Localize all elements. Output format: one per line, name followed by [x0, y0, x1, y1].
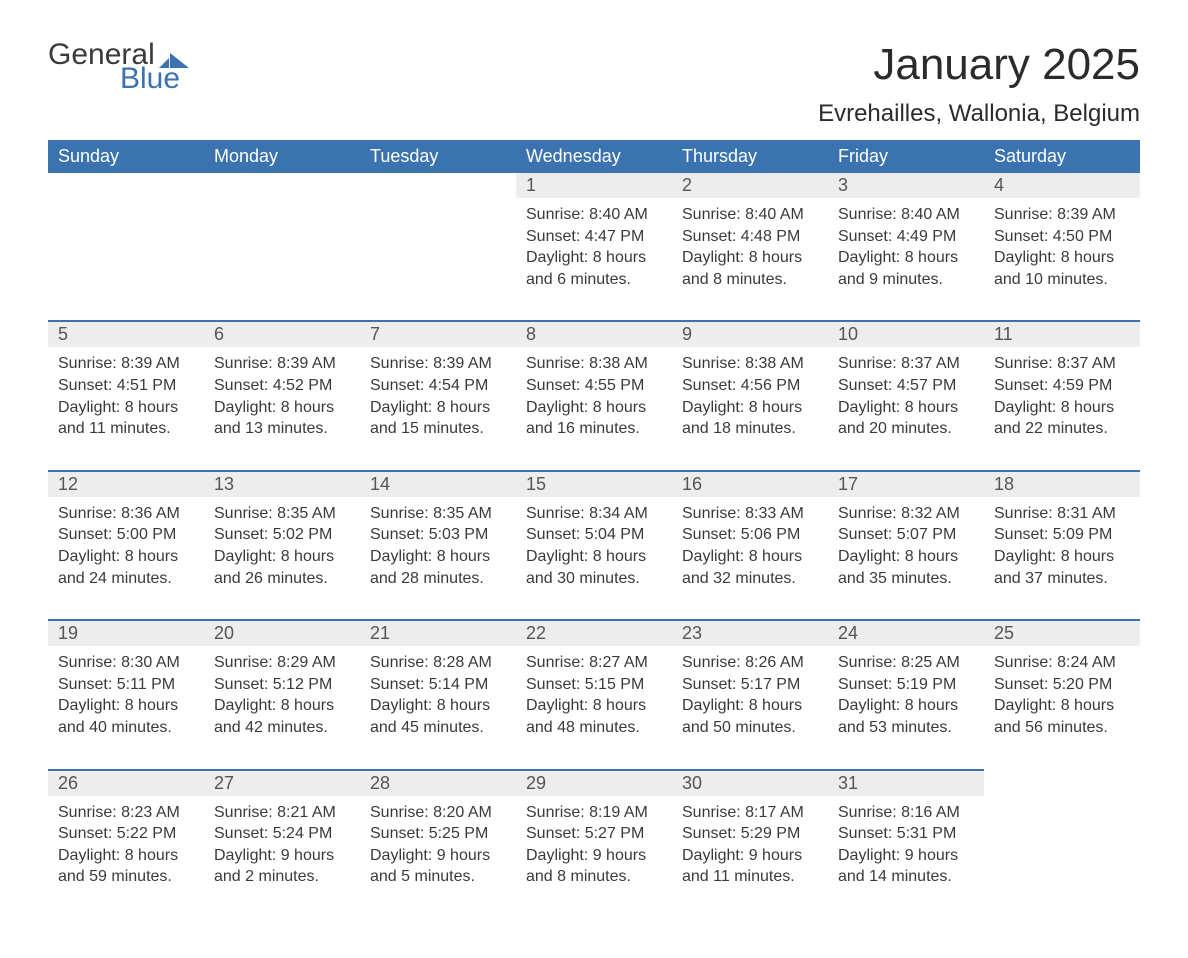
location: Evrehailles, Wallonia, Belgium [818, 100, 1140, 128]
day-content-cell: Sunrise: 8:38 AMSunset: 4:56 PMDaylight:… [672, 347, 828, 470]
weekday-header: Sunday [48, 140, 204, 173]
day-number-cell: 31 [828, 770, 984, 796]
weekday-header: Wednesday [516, 140, 672, 173]
content-row: Sunrise: 8:39 AMSunset: 4:51 PMDaylight:… [48, 347, 1140, 470]
content-row: Sunrise: 8:30 AMSunset: 5:11 PMDaylight:… [48, 646, 1140, 769]
day-content-cell: Sunrise: 8:32 AMSunset: 5:07 PMDaylight:… [828, 497, 984, 620]
day-content-cell: Sunrise: 8:19 AMSunset: 5:27 PMDaylight:… [516, 796, 672, 918]
day-number-cell [48, 173, 204, 198]
weekday-header-row: SundayMondayTuesdayWednesdayThursdayFrid… [48, 140, 1140, 173]
weekday-header: Friday [828, 140, 984, 173]
day-content-cell [360, 198, 516, 321]
day-number-cell: 9 [672, 321, 828, 347]
day-content-cell [204, 198, 360, 321]
logo-text-blue: Blue [120, 64, 193, 94]
day-content-cell: Sunrise: 8:20 AMSunset: 5:25 PMDaylight:… [360, 796, 516, 918]
day-number-cell: 6 [204, 321, 360, 347]
day-content-cell: Sunrise: 8:35 AMSunset: 5:03 PMDaylight:… [360, 497, 516, 620]
day-number-cell: 18 [984, 471, 1140, 497]
day-content-cell: Sunrise: 8:33 AMSunset: 5:06 PMDaylight:… [672, 497, 828, 620]
day-number-cell: 15 [516, 471, 672, 497]
day-number-cell: 25 [984, 620, 1140, 646]
day-number-cell: 14 [360, 471, 516, 497]
header: General Blue January 2025 Evrehailles, W… [48, 40, 1140, 128]
content-row: Sunrise: 8:36 AMSunset: 5:00 PMDaylight:… [48, 497, 1140, 620]
content-row: Sunrise: 8:40 AMSunset: 4:47 PMDaylight:… [48, 198, 1140, 321]
day-number-cell: 1 [516, 173, 672, 198]
day-number-cell: 28 [360, 770, 516, 796]
day-number-cell: 12 [48, 471, 204, 497]
day-number-cell [204, 173, 360, 198]
day-content-cell: Sunrise: 8:39 AMSunset: 4:51 PMDaylight:… [48, 347, 204, 470]
day-number-cell: 27 [204, 770, 360, 796]
day-content-cell: Sunrise: 8:35 AMSunset: 5:02 PMDaylight:… [204, 497, 360, 620]
day-number-cell: 11 [984, 321, 1140, 347]
day-content-cell: Sunrise: 8:17 AMSunset: 5:29 PMDaylight:… [672, 796, 828, 918]
day-number-cell: 5 [48, 321, 204, 347]
day-content-cell: Sunrise: 8:28 AMSunset: 5:14 PMDaylight:… [360, 646, 516, 769]
day-content-cell: Sunrise: 8:40 AMSunset: 4:47 PMDaylight:… [516, 198, 672, 321]
day-number-cell: 3 [828, 173, 984, 198]
daynum-row: 19202122232425 [48, 620, 1140, 646]
day-number-cell: 8 [516, 321, 672, 347]
weekday-header: Thursday [672, 140, 828, 173]
day-content-cell [48, 198, 204, 321]
weekday-header: Saturday [984, 140, 1140, 173]
day-number-cell: 20 [204, 620, 360, 646]
day-content-cell: Sunrise: 8:39 AMSunset: 4:52 PMDaylight:… [204, 347, 360, 470]
content-row: Sunrise: 8:23 AMSunset: 5:22 PMDaylight:… [48, 796, 1140, 918]
daynum-row: 1234 [48, 173, 1140, 198]
day-number-cell: 21 [360, 620, 516, 646]
day-number-cell [984, 770, 1140, 796]
day-content-cell: Sunrise: 8:30 AMSunset: 5:11 PMDaylight:… [48, 646, 204, 769]
day-number-cell: 13 [204, 471, 360, 497]
day-number-cell: 17 [828, 471, 984, 497]
day-content-cell: Sunrise: 8:26 AMSunset: 5:17 PMDaylight:… [672, 646, 828, 769]
day-number-cell: 29 [516, 770, 672, 796]
month-title: January 2025 [818, 40, 1140, 90]
day-content-cell: Sunrise: 8:23 AMSunset: 5:22 PMDaylight:… [48, 796, 204, 918]
day-number-cell [360, 173, 516, 198]
day-number-cell: 22 [516, 620, 672, 646]
daynum-row: 262728293031 [48, 770, 1140, 796]
day-number-cell: 16 [672, 471, 828, 497]
day-content-cell: Sunrise: 8:21 AMSunset: 5:24 PMDaylight:… [204, 796, 360, 918]
day-number-cell: 26 [48, 770, 204, 796]
calendar-table: SundayMondayTuesdayWednesdayThursdayFrid… [48, 140, 1140, 918]
day-content-cell: Sunrise: 8:31 AMSunset: 5:09 PMDaylight:… [984, 497, 1140, 620]
title-block: January 2025 Evrehailles, Wallonia, Belg… [818, 40, 1140, 128]
day-content-cell: Sunrise: 8:37 AMSunset: 4:57 PMDaylight:… [828, 347, 984, 470]
weekday-header: Tuesday [360, 140, 516, 173]
day-content-cell: Sunrise: 8:24 AMSunset: 5:20 PMDaylight:… [984, 646, 1140, 769]
day-content-cell: Sunrise: 8:37 AMSunset: 4:59 PMDaylight:… [984, 347, 1140, 470]
day-content-cell: Sunrise: 8:40 AMSunset: 4:48 PMDaylight:… [672, 198, 828, 321]
day-number-cell: 23 [672, 620, 828, 646]
day-content-cell: Sunrise: 8:40 AMSunset: 4:49 PMDaylight:… [828, 198, 984, 321]
day-number-cell: 7 [360, 321, 516, 347]
day-number-cell: 4 [984, 173, 1140, 198]
day-number-cell: 10 [828, 321, 984, 347]
day-number-cell: 30 [672, 770, 828, 796]
day-content-cell: Sunrise: 8:27 AMSunset: 5:15 PMDaylight:… [516, 646, 672, 769]
day-content-cell: Sunrise: 8:29 AMSunset: 5:12 PMDaylight:… [204, 646, 360, 769]
daynum-row: 567891011 [48, 321, 1140, 347]
day-content-cell: Sunrise: 8:39 AMSunset: 4:54 PMDaylight:… [360, 347, 516, 470]
day-content-cell: Sunrise: 8:25 AMSunset: 5:19 PMDaylight:… [828, 646, 984, 769]
day-content-cell: Sunrise: 8:38 AMSunset: 4:55 PMDaylight:… [516, 347, 672, 470]
day-content-cell: Sunrise: 8:39 AMSunset: 4:50 PMDaylight:… [984, 198, 1140, 321]
day-number-cell: 19 [48, 620, 204, 646]
day-number-cell: 2 [672, 173, 828, 198]
day-content-cell: Sunrise: 8:36 AMSunset: 5:00 PMDaylight:… [48, 497, 204, 620]
logo: General Blue [48, 40, 193, 94]
day-number-cell: 24 [828, 620, 984, 646]
daynum-row: 12131415161718 [48, 471, 1140, 497]
day-content-cell [984, 796, 1140, 918]
day-content-cell: Sunrise: 8:34 AMSunset: 5:04 PMDaylight:… [516, 497, 672, 620]
weekday-header: Monday [204, 140, 360, 173]
day-content-cell: Sunrise: 8:16 AMSunset: 5:31 PMDaylight:… [828, 796, 984, 918]
